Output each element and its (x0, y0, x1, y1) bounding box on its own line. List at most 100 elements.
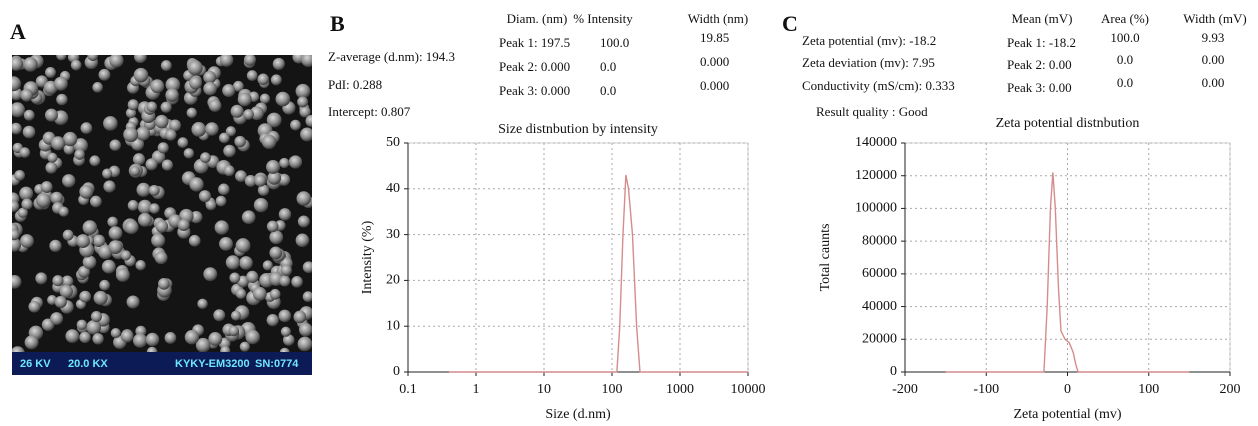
particle (262, 260, 273, 271)
particle (14, 169, 26, 181)
particle (65, 329, 80, 344)
particle (300, 127, 312, 142)
y-tick-label: 30 (386, 227, 400, 242)
particle (135, 260, 146, 271)
table-cell: 100.0 (1110, 30, 1139, 45)
particle (208, 332, 223, 346)
particle (35, 272, 48, 285)
particle (45, 161, 58, 174)
particle (291, 276, 303, 288)
particle (132, 153, 146, 166)
summary: Z-average (d.nm): 194.3 (328, 49, 455, 64)
particle (145, 332, 160, 347)
particle (148, 184, 160, 196)
plot-area (904, 142, 1231, 373)
particle (301, 55, 312, 68)
particle (203, 267, 218, 282)
particle (40, 181, 53, 193)
y-axis-label: Total caunts (818, 224, 833, 292)
particle (282, 334, 295, 346)
particle (232, 80, 244, 92)
table-cell: Peak 3: 0.00 (1007, 80, 1072, 95)
particle (243, 55, 256, 66)
particle (257, 73, 270, 86)
particle (47, 294, 58, 305)
particle (146, 101, 158, 113)
particle (45, 67, 56, 78)
particle (53, 76, 68, 91)
table-cell: Peak 3: 0.000 (499, 83, 570, 98)
y-tick-label: 100000 (855, 201, 897, 216)
particle (133, 333, 148, 348)
y-tick-label: 0 (393, 364, 400, 379)
particle (90, 311, 102, 323)
particle (78, 265, 90, 278)
particle (146, 346, 158, 352)
particle (92, 82, 103, 93)
particle (239, 341, 250, 352)
panel-label: B (330, 11, 345, 36)
summary: Result quality : Good (816, 104, 928, 119)
summary: Conductivity (mS/cm): 0.333 (802, 78, 955, 93)
particle (237, 92, 252, 107)
particle (165, 129, 177, 141)
particle (225, 126, 237, 137)
particle (12, 229, 20, 241)
particle (197, 298, 208, 310)
y-tick-label: 80000 (862, 233, 897, 248)
particle (279, 157, 290, 169)
particle (158, 278, 170, 290)
particle (12, 237, 22, 252)
particle (215, 195, 227, 207)
particle (149, 203, 160, 214)
particle (70, 59, 82, 71)
y-tick-label: 20000 (862, 332, 897, 347)
table-header: Width (nm) (688, 11, 749, 26)
table-cell: Peak 1: 197.5 (499, 35, 570, 50)
particle (133, 67, 149, 83)
particle (127, 99, 139, 111)
particle (228, 325, 240, 337)
particle (278, 173, 291, 186)
particle (47, 152, 58, 163)
particle (245, 329, 260, 345)
y-tick-label: 40 (386, 181, 400, 196)
particle (164, 332, 177, 344)
particle (246, 270, 259, 284)
particle (259, 93, 271, 104)
sem-particles (12, 55, 312, 352)
particle (102, 168, 113, 179)
particle (137, 212, 152, 227)
particle (86, 319, 102, 335)
table-cell: Peak 2: 0.000 (499, 59, 570, 74)
y-tick-label: 10 (386, 318, 400, 333)
particle (135, 126, 151, 141)
particle (278, 208, 292, 221)
particle (12, 275, 22, 289)
particle (134, 55, 147, 64)
particle (266, 159, 281, 174)
particle (103, 116, 118, 131)
particle (79, 290, 92, 303)
particle (244, 174, 257, 187)
particle (280, 326, 291, 337)
particle (12, 346, 25, 352)
particle (299, 106, 311, 118)
particle (208, 99, 222, 112)
particle (59, 284, 73, 299)
particle (93, 290, 108, 306)
particle (243, 109, 254, 120)
particle (62, 229, 74, 241)
x-tick-label: 0 (1064, 382, 1071, 397)
particle (198, 190, 211, 203)
particle (19, 147, 31, 158)
sem-caption: KYKY-EM3200 (175, 358, 250, 370)
particle (20, 234, 34, 248)
particle (115, 267, 130, 282)
particle (150, 79, 165, 94)
table-cell: 0.0 (600, 83, 616, 98)
x-tick-label: 0.1 (399, 382, 417, 397)
particle (241, 210, 256, 225)
particle (154, 251, 168, 265)
particle (62, 131, 78, 147)
